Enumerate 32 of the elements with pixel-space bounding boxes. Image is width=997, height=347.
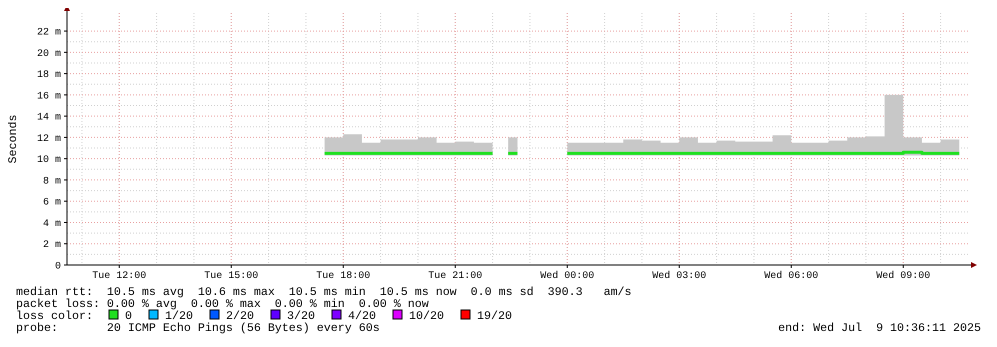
text: probe: 20 ICMP Echo Pings (56 Bytes) every 60s <box>16 321 380 335</box>
y-tick-label: 14 m <box>36 112 61 124</box>
y-tick-label: 18 m <box>36 70 61 82</box>
y-tick-label: 22 m <box>36 28 61 39</box>
y-tick-label: 10 m <box>36 155 61 166</box>
x-tick-label: Wed 06:00 <box>764 270 818 282</box>
legend-label: 0 <box>125 309 132 323</box>
y-tick-label: 20 m <box>36 48 61 60</box>
legend-label: 4/20 <box>348 309 376 323</box>
legend-label: 3/20 <box>287 309 315 323</box>
y-tick-label: 8 m <box>42 176 61 188</box>
x-tick-label: Tue 21:00 <box>428 271 482 282</box>
y-tick-label: 0 <box>54 262 61 272</box>
y-tick-label: 6 m <box>42 198 61 209</box>
legend-title: loss color: <box>16 309 93 323</box>
x-tick-label: Wed 09:00 <box>876 270 930 282</box>
text: median rtt: 10.5 ms avg 10.6 ms max 10.5 ms min 10.5 ms now 0.0 ms sd 390.3 am/s <box>16 285 632 299</box>
x-tick-label: Wed 03:00 <box>652 270 706 282</box>
x-tick-label: Tue 15:00 <box>204 271 258 282</box>
y-tick-label: 16 m <box>36 91 61 102</box>
text: packet loss: 0.00 % avg 0.00 % max 0.00 % min 0.00 % now <box>16 297 429 311</box>
y-tick-label: 12 m <box>36 134 61 145</box>
y-tick-label: 2 m <box>42 240 61 252</box>
x-tick-label: Tue 12:00 <box>92 271 146 282</box>
text: end: Wed Jul 9 10:36:11 2025 <box>778 321 981 335</box>
x-tick-label: Tue 18:00 <box>316 271 370 282</box>
x-tick-label: Wed 00:00 <box>540 270 594 282</box>
legend-label: 19/20 <box>477 309 512 323</box>
y-tick-label: 4 m <box>42 218 61 230</box>
legend-label: 2/20 <box>226 309 254 323</box>
legend-label: 10/20 <box>409 309 444 323</box>
legend-label: 1/20 <box>165 309 193 323</box>
